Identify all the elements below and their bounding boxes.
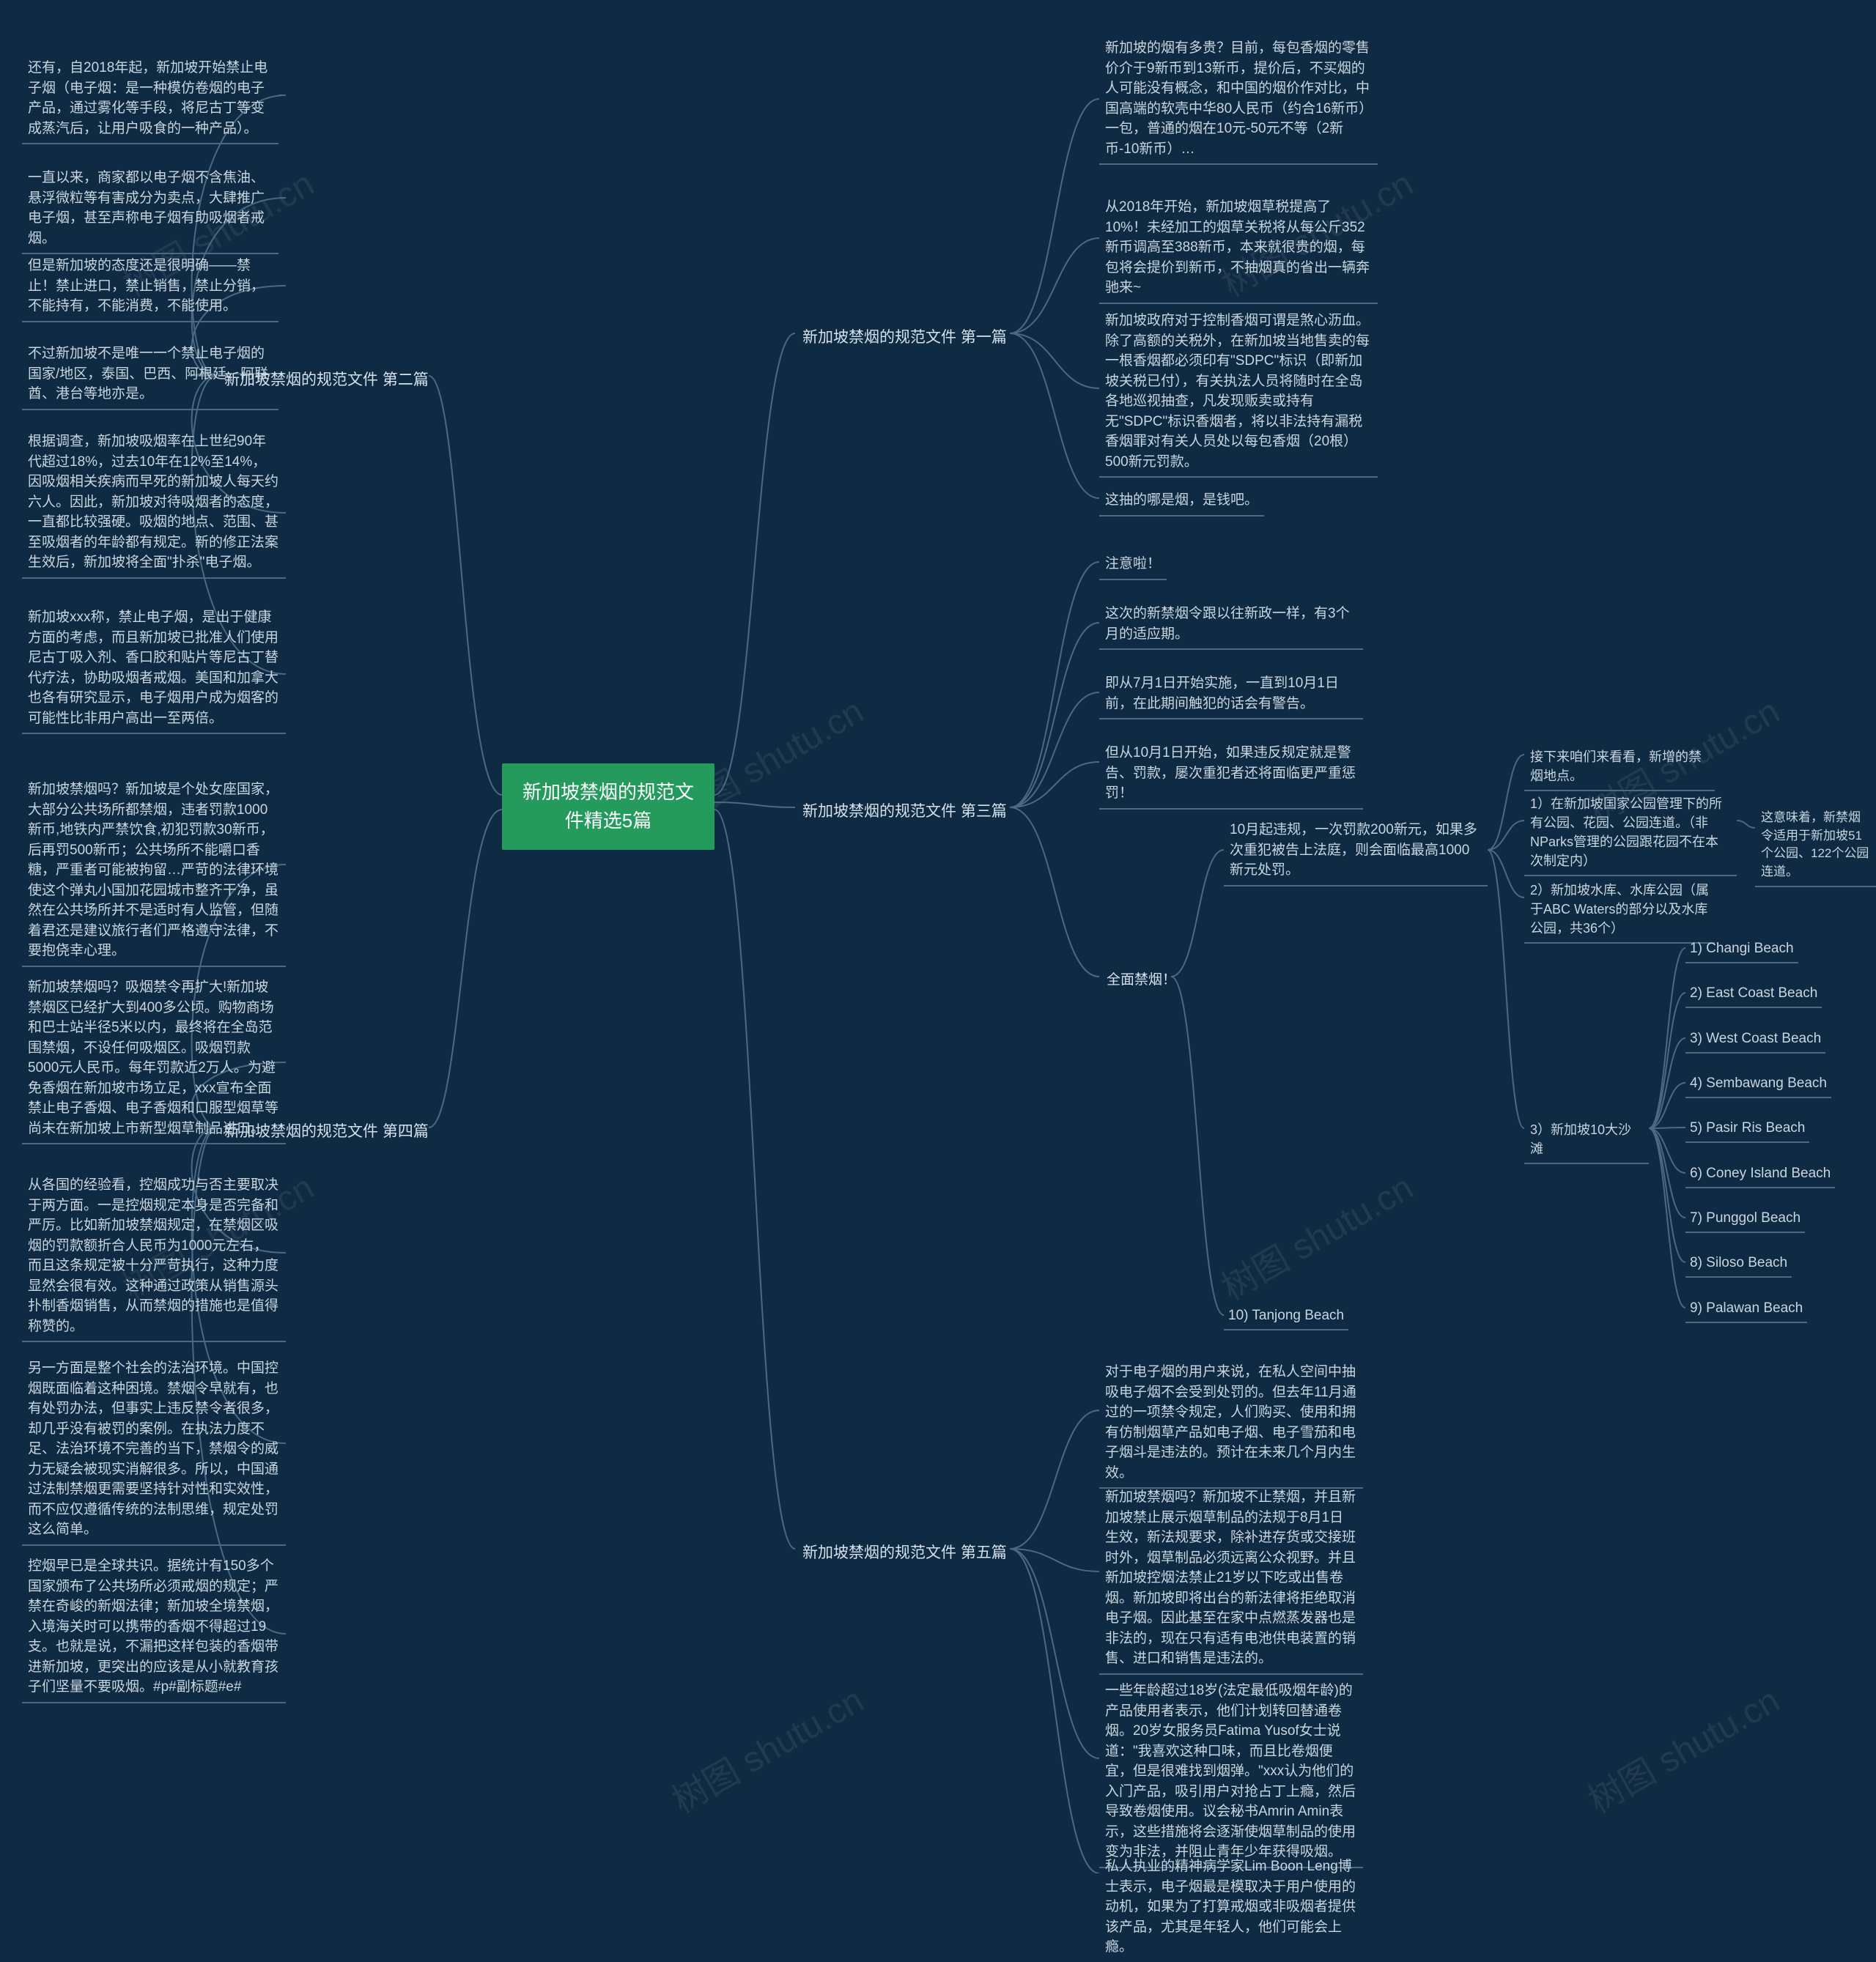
beach-7: 7) Punggol Beach <box>1685 1207 1805 1233</box>
s2-item-6: 新加坡xxx称，禁止电子烟，是出于健康方面的考虑，而且新加坡已批准人们使用尼古丁… <box>22 604 286 734</box>
s5-item-1: 对于电子烟的用户来说，在私人空间中抽吸电子烟不会受到处罚的。但去年11月通过的一… <box>1099 1359 1363 1489</box>
s4-item-2: 新加坡禁烟吗？吸烟禁令再扩大!新加坡禁烟区已经扩大到400多公顷。购物商场和巴士… <box>22 974 286 1144</box>
s2-item-3: 但是新加坡的态度还是很明确——禁止！禁止进口，禁止销售，禁止分销，不能持有，不能… <box>22 253 278 322</box>
s3-b4: 2）新加坡水库、水库公园（属于ABC Waters的部分以及水库公园，共36个） <box>1524 878 1715 944</box>
s3-b3: 1）在新加坡国家公园管理下的所有公园、花园、公园连道。（非NParks管理的公园… <box>1524 791 1737 876</box>
s4-item-4: 另一方面是整个社会的法治环境。中国控烟既面临着这种困境。禁烟令早就有，也有处罚办… <box>22 1355 286 1546</box>
s3-b1: 10月起违规，一次罚款200新元，如果多次重犯被告上法庭，则会面临最高1000新… <box>1224 817 1488 886</box>
s1-item-2: 从2018年开始，新加坡烟草税提高了10%！未经加工的烟草关税将从每公斤352新… <box>1099 194 1378 304</box>
s2-item-5: 根据调查，新加坡吸烟率在上世纪90年代超过18%，过去10年在12%至14%，因… <box>22 429 286 579</box>
beach-10: 10) Tanjong Beach <box>1224 1304 1348 1330</box>
s3-a4: 但从10月1日开始，如果违反规定就是警告、罚款，屡次重犯者还将面临更严重惩罚！ <box>1099 740 1363 810</box>
beach-6: 6) Coney Island Beach <box>1685 1162 1835 1188</box>
section-3[interactable]: 新加坡禁烟的规范文件 第三篇 <box>795 796 1014 827</box>
s3-a1: 注意啦！ <box>1099 551 1167 580</box>
s3-a2: 这次的新禁烟令跟以往新政一样，有3个月的适应期。 <box>1099 601 1363 650</box>
watermark: 树图 shutu.cn <box>1577 1672 1787 1823</box>
s1-item-3: 新加坡政府对于控制香烟可谓是煞心沥血。除了高额的关税外，在新加坡当地售卖的每一根… <box>1099 308 1378 478</box>
s1-item-1: 新加坡的烟有多贵？目前，每包香烟的零售价介于9新币到13新币，提价后，不买烟的人… <box>1099 35 1378 165</box>
beach-4: 4) Sembawang Beach <box>1685 1072 1831 1098</box>
s3-b5: 3）新加坡10大沙滩 <box>1524 1117 1649 1164</box>
watermark: 树图 shutu.cn <box>661 1672 871 1823</box>
s3-a3: 即从7月1日开始实施，一直到10月1日前，在此期间触犯的话会有警告。 <box>1099 670 1363 719</box>
s2-item-2: 一直以来，商家都以电子烟不含焦油、悬浮微粒等有害成分为卖点，大肆推广电子烟，甚至… <box>22 165 278 254</box>
beach-1: 1) Changi Beach <box>1685 937 1798 963</box>
s3-b-label[interactable]: 全面禁烟！ <box>1099 966 1183 995</box>
watermark: 树图 shutu.cn <box>1211 1159 1421 1310</box>
section-1[interactable]: 新加坡禁烟的规范文件 第一篇 <box>795 322 1014 353</box>
s3-b3-note: 这意味着，新禁烟令适用于新加坡51个公园、122个公园连道。 <box>1755 806 1876 887</box>
s4-item-3: 从各国的经验看，控烟成功与否主要取决于两方面。一是控烟规定本身是否完备和严厉。比… <box>22 1172 286 1342</box>
root-node[interactable]: 新加坡禁烟的规范文件精选5篇 <box>502 763 714 850</box>
s4-item-5: 控烟早已是全球共识。据统计有150多个国家颁布了公共场所必须戒烟的规定；严禁在奇… <box>22 1553 286 1703</box>
beach-5: 5) Pasir Ris Beach <box>1685 1117 1809 1143</box>
s5-item-2: 新加坡禁烟吗？新加坡不止禁烟，并且新加坡禁止展示烟草制品的法规于8月1日生效，新… <box>1099 1484 1363 1675</box>
s3-b2: 接下来咱们来看看，新增的禁烟地点。 <box>1524 744 1715 791</box>
beach-9: 9) Palawan Beach <box>1685 1297 1807 1323</box>
s2-item-1: 还有，自2018年起，新加坡开始禁止电子烟（电子烟：是一种模仿卷烟的电子产品，通… <box>22 55 278 144</box>
s5-item-4: 私人执业的精神病学家Lim Boon Leng博士表示，电子烟最是模取决于用户使… <box>1099 1854 1363 1962</box>
beach-3: 3) West Coast Beach <box>1685 1027 1825 1054</box>
beach-8: 8) Siloso Beach <box>1685 1251 1792 1278</box>
s4-item-1: 新加坡禁烟吗？新加坡是个处女座国家，大部分公共场所都禁烟，违者罚款1000新币,… <box>22 777 286 967</box>
s5-item-3: 一些年龄超过18岁(法定最低吸烟年龄)的产品使用者表示，他们计划转回替通卷烟。2… <box>1099 1678 1363 1868</box>
section-5[interactable]: 新加坡禁烟的规范文件 第五篇 <box>795 1538 1014 1569</box>
s2-item-4: 不过新加坡不是唯一一个禁止电子烟的国家/地区，泰国、巴西、阿根廷、阿联酋、港台等… <box>22 341 278 410</box>
s1-item-4: 这抽的哪是烟，是钱吧。 <box>1099 487 1264 517</box>
beach-2: 2) East Coast Beach <box>1685 982 1822 1008</box>
